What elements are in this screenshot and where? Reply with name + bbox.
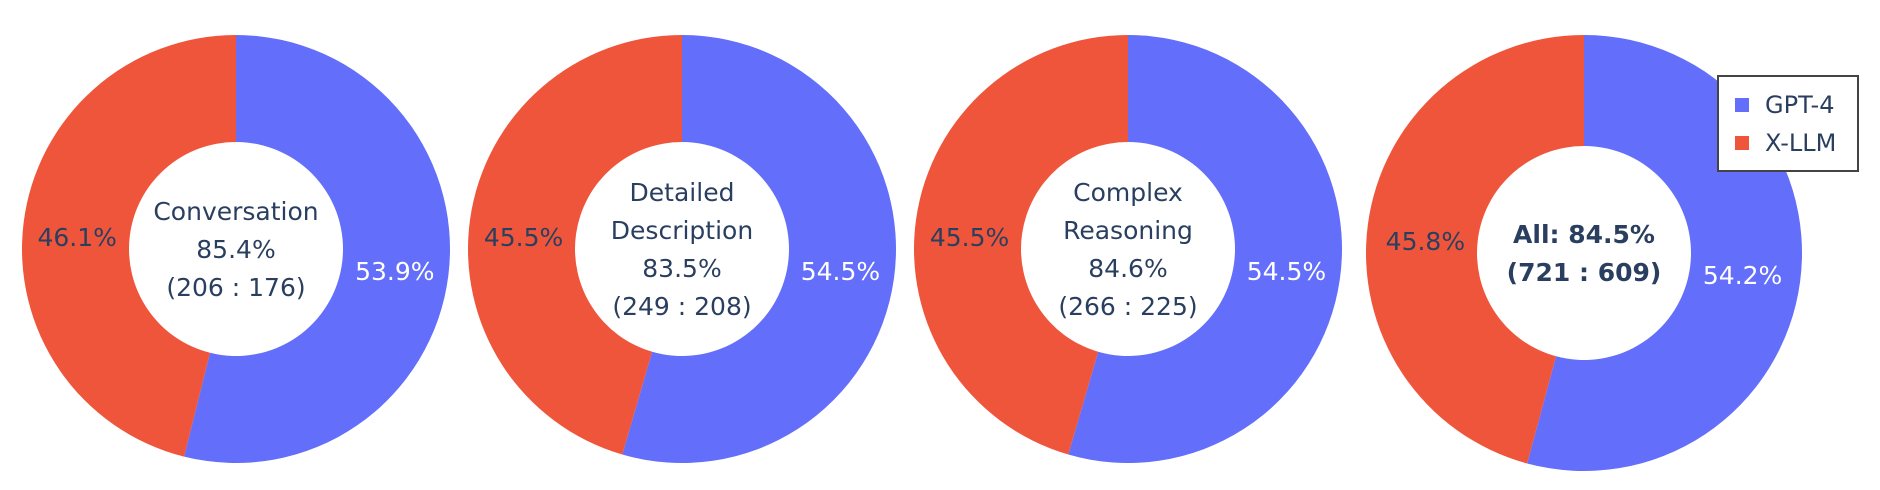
center-label: 84.6% [1088,254,1167,283]
slice-xllm[interactable] [914,34,1128,455]
slice-gpt4[interactable] [184,35,451,463]
center-label: Complex [1073,178,1183,207]
slice-xllm[interactable] [468,34,682,455]
slice-label: 45.5% [484,223,563,252]
donut-chart-1: 53.9% 46.1% Conversation 85.4% (206 : 176) [22,35,451,463]
legend-item-xllm[interactable]: X-LLM [1735,127,1836,159]
donut-chart-2: 54.5% 45.5% Detailed Description 83.5% (249 :… [468,34,897,464]
donut-chart-4: 54.2% 45.8% All: 84.5% (721 : 609) [1365,35,1802,472]
slice-label: 54.5% [801,257,880,286]
center-label: Detailed [630,178,735,207]
center-label: (249 : 208) [612,292,751,321]
slice-gpt4[interactable] [622,35,897,464]
slice-xllm[interactable] [22,35,237,457]
legend-label-xllm: X-LLM [1765,129,1837,157]
slice-label: 45.5% [930,223,1009,252]
center-label: 85.4% [196,235,275,264]
slice-xllm[interactable] [1365,35,1584,464]
legend: GPT-4 X-LLM [1717,75,1859,172]
center-label: (266 : 225) [1058,292,1197,321]
center-label: Reasoning [1063,216,1193,245]
center-label: Conversation [153,197,318,226]
legend-swatch-gpt4 [1735,98,1749,112]
donut-chart-3: 54.5% 45.5% Complex Reasoning 84.6% (266 : 22… [914,34,1343,464]
slice-label: 53.9% [355,257,434,286]
legend-label-gpt4: GPT-4 [1765,91,1835,119]
center-label: All: 84.5% [1513,220,1655,249]
legend-swatch-xllm [1735,136,1749,150]
center-label: (721 : 609) [1507,258,1662,287]
center-label: (206 : 176) [166,273,305,302]
slice-label: 45.8% [1386,227,1465,256]
slice-label: 54.2% [1703,261,1782,290]
slice-gpt4[interactable] [1068,35,1343,464]
center-label: Description [611,216,753,245]
center-label: 83.5% [642,254,721,283]
slice-label: 46.1% [37,223,116,252]
slice-label: 54.5% [1247,257,1326,286]
legend-item-gpt4[interactable]: GPT-4 [1735,89,1834,121]
